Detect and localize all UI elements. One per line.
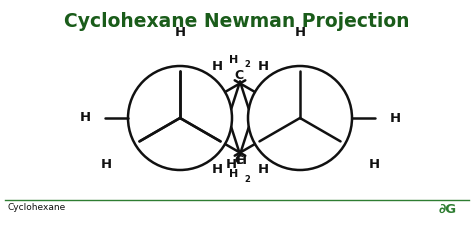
Text: C: C (235, 69, 244, 82)
Text: H: H (211, 163, 223, 176)
Text: H: H (80, 112, 91, 125)
Text: C: C (235, 154, 244, 167)
Text: H: H (236, 154, 247, 166)
Text: H: H (226, 158, 237, 171)
Text: H: H (229, 169, 238, 179)
Text: H: H (229, 55, 238, 65)
Text: H: H (211, 60, 223, 73)
Text: H: H (100, 158, 111, 171)
Text: H: H (368, 158, 380, 171)
Text: H: H (390, 112, 401, 125)
Text: Cyclohexane: Cyclohexane (8, 203, 66, 212)
Text: H: H (294, 26, 306, 39)
Text: H: H (174, 26, 185, 39)
Text: ∂G: ∂G (439, 203, 457, 216)
Text: 2: 2 (244, 60, 250, 69)
Text: Cyclohexane Newman Projection: Cyclohexane Newman Projection (64, 12, 410, 31)
Text: H: H (257, 60, 269, 73)
Text: H: H (257, 163, 269, 176)
Text: 2: 2 (244, 175, 250, 184)
